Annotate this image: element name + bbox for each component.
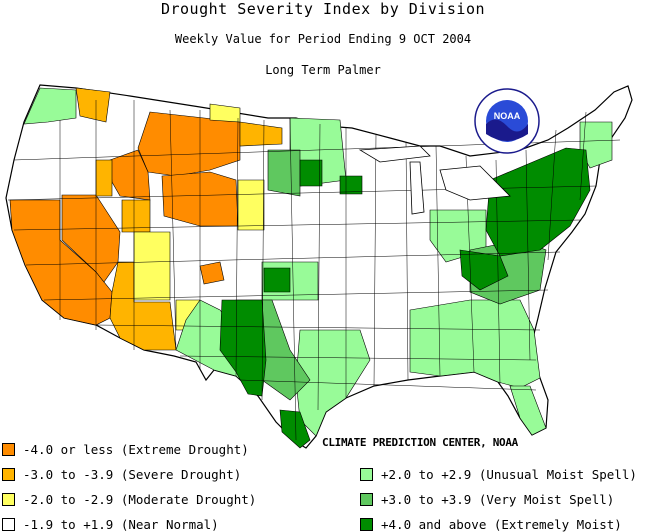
drought-legend-item: -3.0 to -3.9 (Severe Drought) [2, 466, 241, 482]
region-southeast [409, 299, 541, 389]
drought-legend-item: -4.0 or less (Extreme Drought) [2, 441, 249, 457]
moist-legend-item: +3.0 to +3.9 (Very Moist Spell) [360, 491, 614, 507]
moist-legend-item: +2.0 to +2.9 (Unusual Moist Spell) [360, 466, 637, 482]
map-title: Drought Severity Index by Division [160, 0, 486, 18]
lake-huron-erie [439, 165, 511, 201]
drought-legend-item: -1.9 to +1.9 (Near Normal) [2, 516, 219, 532]
region-kentucky-tennessee [459, 249, 509, 291]
moderate-drought-regions [133, 103, 265, 331]
legend-label: -1.9 to +1.9 (Near Normal) [23, 516, 219, 532]
region-washington-east [75, 87, 111, 123]
region-kansas-west [263, 267, 291, 293]
region-colorado-pocket [199, 261, 225, 285]
great-lakes [358, 145, 511, 215]
noaa-logo: NOAA [474, 88, 540, 154]
drought-map [5, 84, 633, 449]
legend-label: -3.0 to -3.9 (Severe Drought) [23, 466, 242, 482]
credit-text: CLIMATE PREDICTION CENTER, NOAA [322, 436, 518, 449]
legend-swatch [360, 492, 373, 506]
legend-label: +2.0 to +2.9 (Unusual Moist Spell) [381, 466, 637, 482]
region-minnesota-central [299, 159, 323, 187]
region-texas-pecos [219, 299, 267, 397]
extreme-drought-regions [9, 111, 241, 326]
noaa-logo-text: NOAA [494, 111, 521, 121]
severe-drought-regions [75, 87, 283, 351]
region-nevada [61, 194, 121, 283]
extremely-moist-regions [219, 147, 591, 449]
region-utah-south [133, 231, 171, 301]
legend-swatch [2, 492, 15, 506]
legend-swatch [360, 467, 373, 481]
legend-label: +3.0 to +3.9 (Very Moist Spell) [381, 491, 615, 507]
lake-superior [358, 145, 431, 163]
legend-swatch [2, 467, 15, 481]
region-florida [509, 385, 547, 436]
region-wisconsin [339, 175, 363, 195]
legend-label: -2.0 to -2.9 (Moderate Drought) [23, 491, 257, 507]
region-pennsylvania-virginia [485, 147, 591, 257]
index-name: Long Term Palmer [265, 63, 381, 77]
region-texas-coast [279, 409, 311, 449]
region-oregon-east [95, 159, 113, 197]
region-new-england [579, 121, 613, 169]
lake-michigan [409, 161, 425, 215]
drought-legend-item: -2.0 to -2.9 (Moderate Drought) [2, 491, 256, 507]
region-washington-west [23, 87, 77, 125]
region-dakota-east [267, 149, 301, 197]
region-montana-east [239, 121, 283, 147]
legend-label: -4.0 or less (Extreme Drought) [23, 441, 249, 457]
legend-swatch [360, 517, 373, 531]
legend-label: +4.0 and above (Extremely Moist) [381, 516, 622, 532]
region-utah-north [121, 199, 151, 233]
region-montana-north [209, 103, 241, 123]
region-wyoming-east [237, 179, 265, 231]
map-subtitle: Weekly Value for Period Ending 9 OCT 200… [174, 32, 472, 46]
legend-swatch [2, 442, 15, 456]
legend-swatch [2, 517, 15, 531]
